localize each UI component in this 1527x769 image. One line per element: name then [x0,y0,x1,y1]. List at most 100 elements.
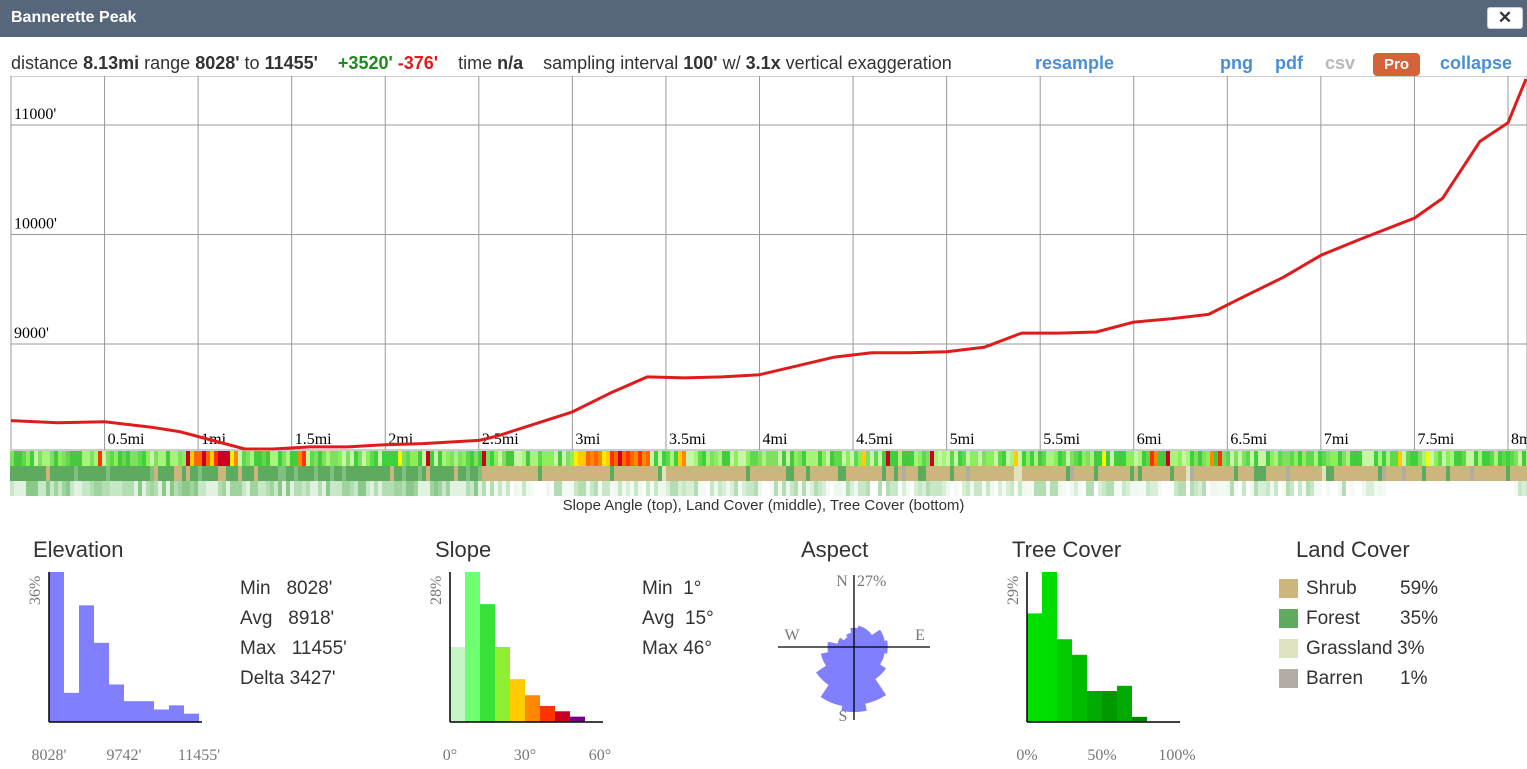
slope-strip-cell [118,451,122,466]
slope-strip-cell [914,451,918,466]
treecover-strip-cell [186,481,190,496]
slope-strip-cell [530,451,534,466]
landcover-strip-cell [1310,466,1314,481]
landcover-strip-cell [142,466,146,481]
slope-strip-cell [1110,451,1114,466]
treecover-strip-cell [1054,481,1058,496]
landcover-strip-cell [1358,466,1362,481]
landcover-strip-cell [486,466,490,481]
pro-badge[interactable]: Pro [1373,53,1420,76]
slope-strip-cell [402,451,406,466]
landcover-strip-cell [1110,466,1114,481]
slope-strip-cell [930,451,934,466]
slope-strip-cell [1194,451,1198,466]
slope-strip-cell [78,451,82,466]
landcover-strip-cell [394,466,398,481]
collapse-link[interactable]: collapse [1440,53,1513,73]
slope-strip-cell [1078,451,1082,466]
treecover-strip-cell [258,481,262,496]
slope-landcover-treecover-strips [10,451,1527,496]
landcover-strip-cell [606,466,610,481]
treecover-strip-cell [586,481,590,496]
landcover-strip-cell [1350,466,1354,481]
slope-strip-cell [54,451,58,466]
slope-strip-cell [1022,451,1026,466]
slope-strip-cell [1322,451,1326,466]
treecover-strip-cell [1142,481,1146,496]
treecover-strip-cell [462,481,466,496]
treecover-strip-cell [226,481,230,496]
landcover-strip-cell [598,466,602,481]
png-link[interactable]: png [1220,53,1253,73]
landcover-strip-cell [1518,466,1522,481]
treecover-strip-cell [1422,481,1426,496]
resample-link[interactable]: resample [1035,53,1115,73]
treecover-strip-cell [454,481,458,496]
slope-strip-cell [826,451,830,466]
landcover-strip-cell [130,466,134,481]
slope-strip-cell [834,451,838,466]
landcover-strip-cell [18,466,22,481]
treecover-strip-cell [934,481,938,496]
treecover-strip-cell [842,481,846,496]
treecover-strip-cell [1282,481,1286,496]
slope-strip-cell [1118,451,1122,466]
treecover-strip-cell [78,481,82,496]
treecover-strip-cell [26,481,30,496]
treecover-strip-cell [1382,481,1386,496]
landcover-strip-cell [14,466,18,481]
slope-strip-cell [946,451,950,466]
x-tick-label: 1.5mi [295,431,332,448]
landcover-strip-cell [270,466,274,481]
landcover-strip-cell [1086,466,1090,481]
landcover-strip-cell [1138,466,1142,481]
treecover-strip-cell [34,481,38,496]
slope-strip-cell [1458,451,1462,466]
landcover-strip-cell [74,466,78,481]
slope-strip-cell [718,451,722,466]
slope-strip-cell [546,451,550,466]
landcover-strip-cell [110,466,114,481]
landcover-strip-cell [938,466,942,481]
slope-strip-cell [802,451,806,466]
treecover-strip-cell [838,481,842,496]
csv-link[interactable]: csv [1325,53,1356,73]
close-button[interactable]: ✕ [1487,7,1523,29]
landcover-strip-cell [810,466,814,481]
landcover-strip-cell [34,466,38,481]
x-tick-label: 4mi [763,431,788,448]
treecover-strip-cell [1034,481,1038,496]
treecover-strip-cell [810,481,814,496]
landcover-strip-cell [1126,466,1130,481]
slope-strip-cell [778,451,782,466]
slope-strip-cell [482,451,486,466]
slope-strip-cell [514,451,518,466]
treecover-strip-cell [82,481,86,496]
landcover-strip-cell [354,466,358,481]
pdf-link[interactable]: pdf [1275,53,1303,73]
elevation-profile-chart[interactable]: 0.5mi 1mi 1.5mi 2mi 2.5mi 3mi 3.5mi 4mi 4.5mi 5mi… [0,76,1527,451]
treecover-strip-cell [818,481,822,496]
slope-strip-cell [810,451,814,466]
slope-strip-cell [70,451,74,466]
landcover-strip-cell [1282,466,1286,481]
treecover-strip-cell [1346,481,1350,496]
landcover-strip-cell [766,466,770,481]
landcover-strip-cell [478,466,482,481]
slope-strip-cell [890,451,894,466]
slope-strip-cell [250,451,254,466]
landcover-strip-cell [734,466,738,481]
slope-strip-cell [154,451,158,466]
slope-strip-cell [286,451,290,466]
histogram-x-tick-label: 30° [514,747,536,764]
landcover-strip-cell [1290,466,1294,481]
slope-strip-cell [822,451,826,466]
histogram-x-tick-label: 11455' [178,747,220,764]
slope-strip-cell [398,451,402,466]
slope-strip-cell [650,451,654,466]
landcover-strip-cell [1510,466,1514,481]
landcover-strip-cell [886,466,890,481]
landcover-strip-cell [806,466,810,481]
slope-strip-cell [910,451,914,466]
treecover-strip-cell [514,481,518,496]
